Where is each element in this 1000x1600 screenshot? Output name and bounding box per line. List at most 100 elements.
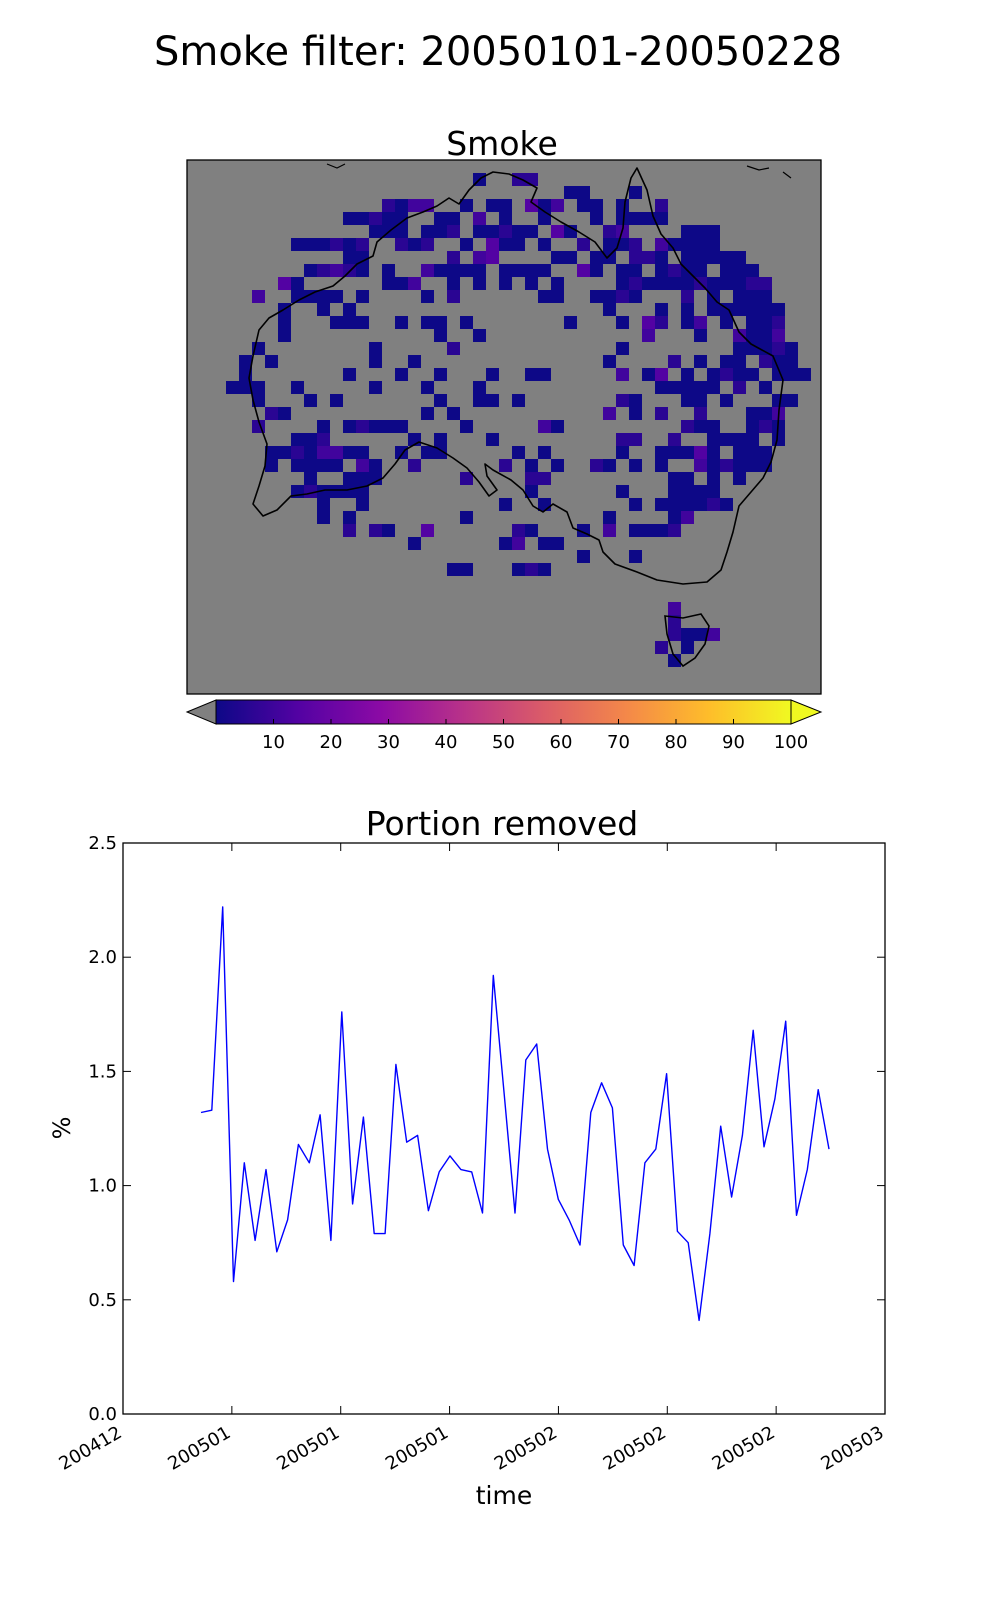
smoke-cell: [512, 225, 525, 238]
smoke-cell: [616, 433, 629, 446]
smoke-cell: [577, 238, 590, 251]
smoke-cell: [707, 238, 720, 251]
smoke-cell: [642, 277, 655, 290]
smoke-cell: [668, 485, 681, 498]
smoke-cell: [304, 459, 317, 472]
smoke-cell: [395, 225, 408, 238]
smoke-cell: [733, 264, 746, 277]
smoke-cell: [668, 264, 681, 277]
smoke-cell: [473, 394, 486, 407]
colorbar-tick-label: 40: [435, 732, 458, 753]
smoke-cell: [642, 524, 655, 537]
smoke-cell: [525, 277, 538, 290]
smoke-cell: [629, 186, 642, 199]
smoke-cell: [668, 238, 681, 251]
smoke-cell: [603, 459, 616, 472]
smoke-cell: [733, 433, 746, 446]
smoke-cell: [694, 264, 707, 277]
smoke-cell: [564, 316, 577, 329]
smoke-map-panel: Smoke: [185, 124, 823, 753]
smoke-cell: [655, 524, 668, 537]
colorbar-tick-label: 100: [774, 732, 808, 753]
smoke-cell: [291, 433, 304, 446]
smoke-cell: [694, 407, 707, 420]
smoke-cell: [642, 368, 655, 381]
smoke-cells: [226, 173, 811, 667]
smoke-cell: [746, 420, 759, 433]
smoke-cell: [616, 394, 629, 407]
smoke-cell: [356, 446, 369, 459]
smoke-cell: [317, 511, 330, 524]
smoke-cell: [538, 537, 551, 550]
smoke-cell: [421, 381, 434, 394]
smoke-cell: [473, 381, 486, 394]
smoke-cell: [746, 407, 759, 420]
smoke-cell: [369, 420, 382, 433]
colorbar-tick-label: 80: [665, 732, 688, 753]
smoke-cell: [759, 316, 772, 329]
smoke-cell: [330, 316, 343, 329]
line-series: [200, 906, 830, 1322]
smoke-cell: [369, 459, 382, 472]
x-axis-label: time: [476, 1481, 532, 1510]
smoke-cell: [525, 199, 538, 212]
smoke-cell: [343, 446, 356, 459]
smoke-cell: [356, 251, 369, 264]
smoke-cell: [759, 407, 772, 420]
smoke-cell: [330, 290, 343, 303]
map-title: Smoke: [446, 124, 558, 163]
smoke-cell: [720, 498, 733, 511]
figure-title: Smoke filter: 20050101-20050228: [154, 29, 842, 75]
smoke-cell: [655, 264, 668, 277]
smoke-cell: [551, 277, 564, 290]
smoke-cell: [434, 446, 447, 459]
smoke-cell: [694, 238, 707, 251]
smoke-cell: [603, 238, 616, 251]
smoke-cell: [382, 264, 395, 277]
smoke-cell: [460, 563, 473, 576]
smoke-cell: [564, 186, 577, 199]
smoke-cell: [720, 264, 733, 277]
y-tick-label: 2.5: [88, 833, 117, 854]
smoke-cell: [369, 472, 382, 485]
smoke-cell: [603, 355, 616, 368]
smoke-cell: [538, 446, 551, 459]
smoke-cell: [759, 277, 772, 290]
portion-removed-line: [200, 906, 830, 1322]
smoke-cell: [538, 368, 551, 381]
smoke-cell: [525, 485, 538, 498]
smoke-cell: [707, 433, 720, 446]
smoke-cell: [746, 303, 759, 316]
smoke-cell: [330, 459, 343, 472]
smoke-cell: [733, 277, 746, 290]
smoke-cell: [356, 472, 369, 485]
colorbar-over-arrow: [790, 699, 823, 725]
smoke-cell: [265, 459, 278, 472]
smoke-cell: [707, 420, 720, 433]
smoke-cell: [694, 628, 707, 641]
smoke-cell: [473, 277, 486, 290]
smoke-cell: [551, 251, 564, 264]
smoke-cell: [668, 433, 681, 446]
smoke-cell: [603, 303, 616, 316]
smoke-cell: [434, 212, 447, 225]
smoke-cell: [616, 290, 629, 303]
smoke-cell: [408, 537, 421, 550]
y-tick-label: 1.5: [88, 1061, 117, 1082]
smoke-cell: [707, 303, 720, 316]
smoke-cell: [226, 381, 239, 394]
smoke-cell: [772, 394, 785, 407]
smoke-cell: [655, 316, 668, 329]
smoke-cell: [525, 264, 538, 277]
smoke-cell: [551, 537, 564, 550]
smoke-cell: [642, 251, 655, 264]
smoke-cell: [681, 511, 694, 524]
smoke-cell: [447, 212, 460, 225]
smoke-cell: [512, 238, 525, 251]
smoke-cell: [330, 446, 343, 459]
smoke-cell: [382, 420, 395, 433]
smoke-cell: [590, 199, 603, 212]
y-axis: 0.0 0.5 1.0 1.5 2.0 2.5: [88, 833, 885, 1425]
smoke-cell: [460, 472, 473, 485]
